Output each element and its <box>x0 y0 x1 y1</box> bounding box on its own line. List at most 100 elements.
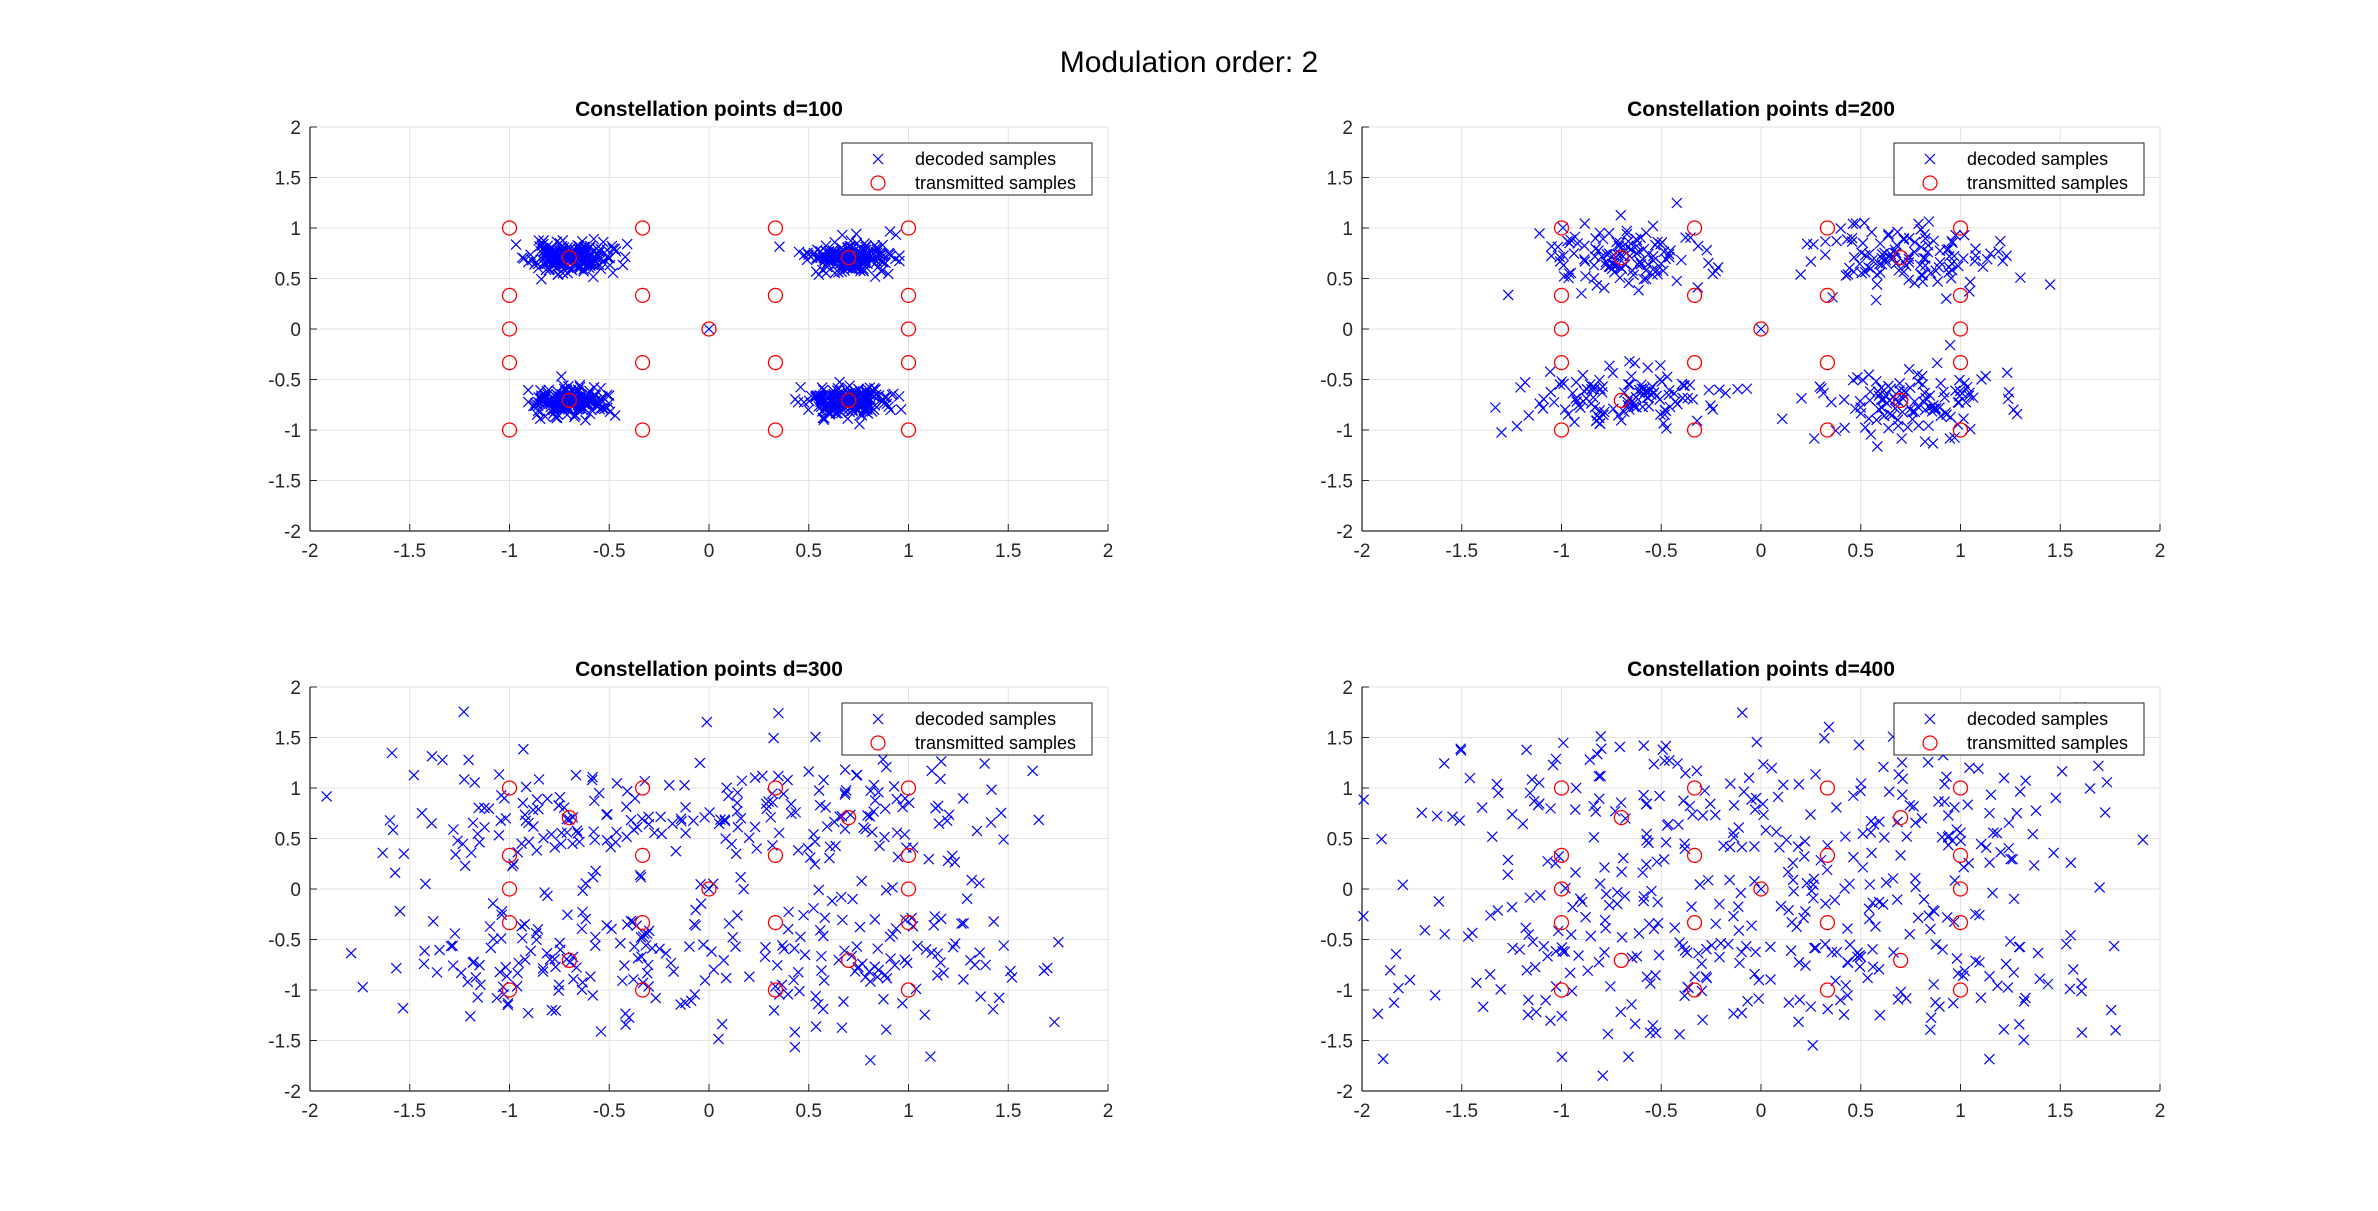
decoded-sample-point <box>1621 225 1633 237</box>
decoded-sample-point <box>2110 1024 2122 1036</box>
decoded-sample-point <box>518 253 530 264</box>
decoded-sample-point <box>1732 383 1743 395</box>
decoded-sample-point <box>1783 904 1795 916</box>
decoded-sample-point <box>1910 817 1921 829</box>
legend-label-decoded: decoded samples <box>1967 709 2108 729</box>
decoded-sample-point <box>1522 994 1534 1006</box>
decoded-sample-point <box>667 818 678 830</box>
decoded-sample-point <box>1528 795 1540 807</box>
decoded-sample-point <box>531 794 543 805</box>
legend: decoded samples transmitted samples <box>841 142 1093 196</box>
x-tick-label: 1 <box>903 1101 914 1122</box>
decoded-sample-point <box>1594 374 1605 386</box>
y-tick-label: -1 <box>284 981 301 1002</box>
decoded-sample-point <box>1873 403 1885 415</box>
decoded-sample-point <box>646 942 658 954</box>
decoded-sample-point <box>597 236 609 248</box>
decoded-sample-point <box>751 843 763 854</box>
decoded-sample-point <box>621 785 633 797</box>
decoded-sample-point <box>1922 756 1934 768</box>
transmitted-sample-point <box>900 982 917 998</box>
decoded-sample-point <box>1857 861 1869 873</box>
decoded-sample-point <box>1682 392 1694 404</box>
transmitted-sample-point <box>634 422 651 438</box>
decoded-sample-point <box>1949 875 1961 887</box>
decoded-sample-point <box>1694 879 1706 890</box>
decoded-sample-point <box>1847 790 1859 802</box>
decoded-sample-point <box>1962 799 1974 811</box>
chart-title: Constellation points d=100 <box>575 98 843 121</box>
transmitted-sample-point <box>1952 422 1969 438</box>
decoded-sample-point <box>1595 743 1607 755</box>
decoded-sample-point <box>1958 413 1969 425</box>
legend-transmitted-marker <box>1922 175 1938 191</box>
decoded-sample-point <box>563 813 575 825</box>
decoded-sample-point <box>1527 936 1539 948</box>
decoded-sample-point <box>1943 267 1955 278</box>
decoded-sample-point <box>1941 911 1953 923</box>
decoded-sample-point <box>1621 228 1633 240</box>
decoded-sample-point <box>1896 757 1908 768</box>
decoded-sample-point <box>1650 1027 1662 1039</box>
decoded-sample-point <box>1974 956 1985 968</box>
decoded-sample-point <box>2044 279 2056 290</box>
decoded-sample-point <box>606 923 617 935</box>
decoded-sample-point <box>1568 248 1580 259</box>
transmitted-sample-point <box>1553 422 1570 438</box>
decoded-sample-point <box>813 400 825 412</box>
decoded-sample-point <box>1984 807 1995 819</box>
x-tick-label: 0.5 <box>796 541 822 562</box>
transmitted-sample-point <box>634 847 651 864</box>
decoded-sample-point <box>1570 393 1582 404</box>
decoded-sample-point <box>2084 783 2096 794</box>
decoded-sample-point <box>1923 910 1935 922</box>
decoded-sample-point <box>585 971 596 982</box>
decoded-sample-point <box>2007 853 2019 865</box>
decoded-sample-point <box>1631 234 1643 246</box>
decoded-sample-point <box>1743 772 1755 784</box>
decoded-sample-point <box>680 801 691 813</box>
decoded-sample-point <box>1930 938 1942 950</box>
decoded-sample-point <box>517 743 529 755</box>
transmitted-sample-point <box>1819 914 1836 931</box>
decoded-sample-point <box>1623 277 1635 289</box>
decoded-sample-point <box>969 959 981 971</box>
decoded-sample-point <box>1819 249 1831 261</box>
decoded-sample-point <box>2099 807 2111 818</box>
decoded-sample-point <box>817 264 828 276</box>
decoded-sample-point <box>548 244 559 256</box>
decoded-sample-point <box>1862 261 1874 273</box>
decoded-sample-point <box>620 801 632 813</box>
decoded-sample-point <box>1984 857 1996 868</box>
decoded-sample-point <box>1808 942 1820 954</box>
decoded-sample-point <box>1909 872 1921 884</box>
legend-decoded-marker <box>1924 713 1936 725</box>
decoded-sample-point <box>1624 379 1636 391</box>
decoded-sample-point <box>1671 398 1683 410</box>
x-tick-label: 1.5 <box>2047 541 2073 562</box>
decoded-sample-point <box>1970 250 1982 262</box>
decoded-sample-point <box>530 397 541 409</box>
decoded-sample-point <box>1567 387 1579 399</box>
decoded-sample-point <box>431 966 443 978</box>
decoded-sample-point <box>759 951 771 963</box>
legend-label-decoded: decoded samples <box>915 709 1056 729</box>
decoded-sample-point <box>1578 253 1590 265</box>
decoded-sample-point <box>1957 253 1969 264</box>
decoded-sample-point <box>1755 323 1767 335</box>
chart-panel-3: -2 -1.5 -1 -0.5 0 0.5 1 1.5 2 -2 -1.5 -1 -0.5 0 0.5 1 1.… <box>268 658 1113 1122</box>
decoded-sample-point <box>1994 235 2006 247</box>
decoded-sample-point <box>935 913 947 925</box>
x-tick-label: -1.5 <box>1445 541 1478 562</box>
decoded-sample-point <box>1419 924 1431 936</box>
decoded-sample-point <box>1582 965 1594 977</box>
decoded-sample-point <box>463 754 475 766</box>
decoded-sample-point <box>878 398 890 410</box>
transmitted-sample-point <box>1952 354 1969 371</box>
decoded-sample-point <box>528 259 540 270</box>
decoded-sample-point <box>1937 944 1949 955</box>
decoded-sample-point <box>1665 245 1676 257</box>
decoded-sample-point <box>1859 249 1871 261</box>
decoded-sample-point <box>1866 226 1878 238</box>
decoded-sample-point <box>919 1009 931 1021</box>
